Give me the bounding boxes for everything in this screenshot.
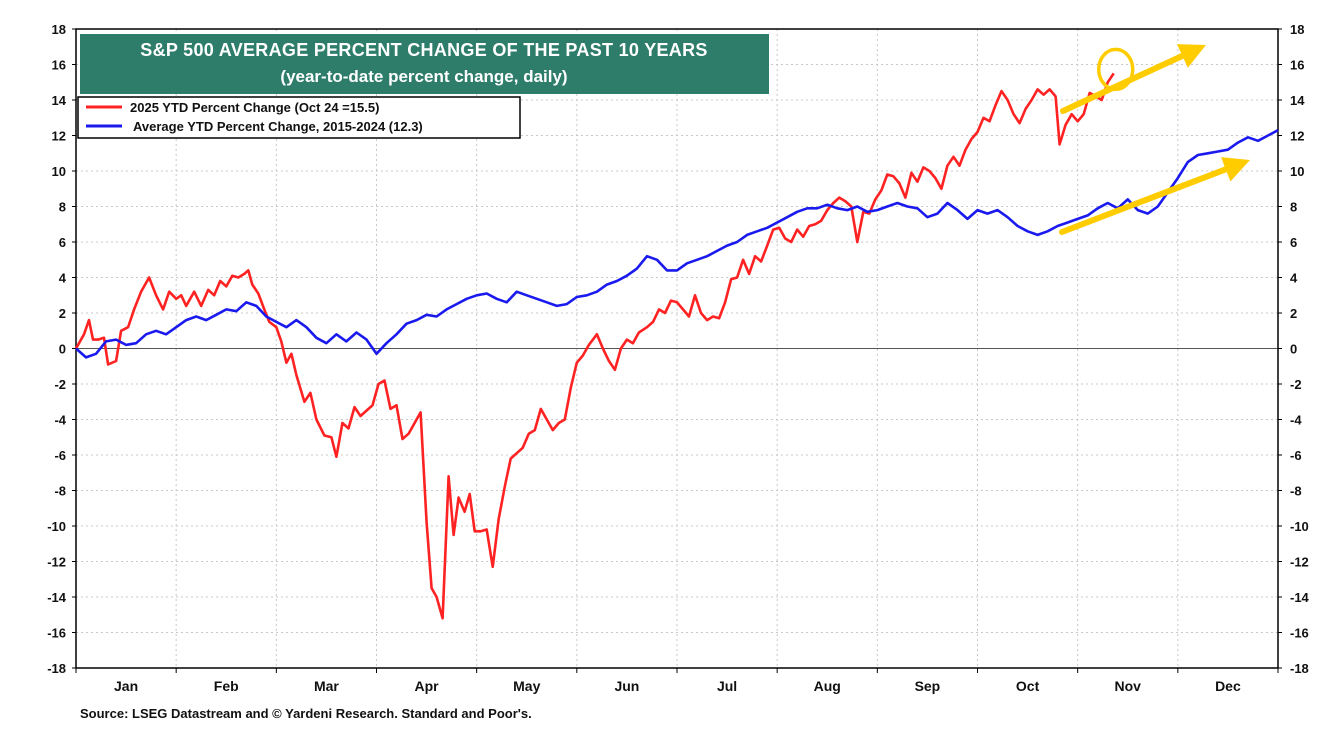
y-tick-label-left: -14	[47, 590, 67, 605]
x-tick-label: Nov	[1115, 678, 1142, 694]
rising-arrow-upper-head	[1176, 44, 1206, 68]
rising-arrow-lower-shaft	[1059, 166, 1229, 235]
y-tick-label-right: -6	[1290, 448, 1302, 463]
y-tick-label-left: 10	[52, 164, 66, 179]
x-tick-label: Jan	[114, 678, 138, 694]
y-tick-label-left: -6	[54, 448, 66, 463]
y-tick-label-left: 4	[59, 271, 67, 286]
y-tick-label-right: -14	[1290, 590, 1310, 605]
axes: -18 -18 -16 -16 -14 -14 -12 -12 -10 -10 -8 -8 -6 -6 -4…	[47, 22, 1309, 694]
rising-arrow-upper	[1060, 44, 1206, 114]
y-tick-label-left: 2	[59, 306, 66, 321]
y-tick-label-left: -4	[54, 413, 66, 428]
y-tick-label-left: -8	[54, 484, 66, 499]
annotations	[1059, 44, 1250, 235]
x-tick-label: Dec	[1215, 678, 1241, 694]
y-tick-label-left: 0	[59, 342, 66, 357]
rising-arrow-upper-shaft	[1060, 52, 1186, 114]
x-tick-label: Mar	[314, 678, 339, 694]
chart-subtitle: (year-to-date percent change, daily)	[280, 67, 567, 86]
y-tick-label-right: 6	[1290, 235, 1297, 250]
x-tick-label: Oct	[1016, 678, 1040, 694]
series-line-2025	[74, 72, 1115, 620]
y-tick-label-right: 10	[1290, 164, 1304, 179]
rising-arrow-lower	[1059, 157, 1250, 235]
y-tick-label-right: 0	[1290, 342, 1297, 357]
legend-label-2025: 2025 YTD Percent Change (Oct 24 =15.5)	[130, 100, 379, 115]
y-tick-label-right: 4	[1290, 271, 1298, 286]
x-tick-label: Aug	[814, 678, 841, 694]
chart-title: S&P 500 AVERAGE PERCENT CHANGE OF THE PA…	[140, 40, 707, 60]
x-tick-label: May	[513, 678, 540, 694]
y-tick-label-right: 8	[1290, 200, 1297, 215]
y-tick-label-left: 18	[52, 22, 66, 37]
y-tick-label-left: -12	[47, 555, 66, 570]
y-tick-label-left: -2	[54, 377, 66, 392]
x-tick-label: Apr	[415, 678, 440, 694]
series-line-average	[75, 129, 1279, 359]
y-tick-label-right: -12	[1290, 555, 1309, 570]
y-tick-label-right: 14	[1290, 93, 1305, 108]
title-banner: S&P 500 AVERAGE PERCENT CHANGE OF THE PA…	[80, 34, 769, 94]
title-banner-background	[80, 34, 769, 94]
y-tick-label-left: 6	[59, 235, 66, 250]
y-tick-label-right: 16	[1290, 58, 1304, 73]
series-lines	[74, 72, 1279, 620]
y-tick-label-left: 12	[52, 129, 66, 144]
y-tick-label-right: -16	[1290, 626, 1309, 641]
legend-label-average: Average YTD Percent Change, 2015-2024 (1…	[133, 119, 423, 134]
y-tick-label-right: 12	[1290, 129, 1304, 144]
x-tick-label: Jul	[717, 678, 737, 694]
y-tick-label-left: 8	[59, 200, 66, 215]
y-tick-label-right: -10	[1290, 519, 1309, 534]
y-tick-label-left: -10	[47, 519, 66, 534]
x-tick-label: Jun	[614, 678, 639, 694]
y-tick-label-right: 18	[1290, 22, 1304, 37]
rising-arrow-lower-head	[1221, 157, 1250, 182]
y-tick-label-left: 16	[52, 58, 66, 73]
y-tick-label-right: -18	[1290, 661, 1309, 676]
y-tick-label-left: 14	[52, 93, 67, 108]
y-tick-label-left: -18	[47, 661, 66, 676]
y-tick-label-right: 2	[1290, 306, 1297, 321]
source-note: Source: LSEG Datastream and © Yardeni Re…	[80, 706, 532, 721]
y-tick-label-left: -16	[47, 626, 66, 641]
x-tick-label: Sep	[915, 678, 941, 694]
y-tick-label-right: -2	[1290, 377, 1302, 392]
legend: 2025 YTD Percent Change (Oct 24 =15.5) A…	[77, 96, 521, 139]
y-tick-label-right: -8	[1290, 484, 1302, 499]
y-tick-label-right: -4	[1290, 413, 1302, 428]
x-tick-label: Feb	[214, 678, 239, 694]
legend-box	[77, 96, 521, 139]
